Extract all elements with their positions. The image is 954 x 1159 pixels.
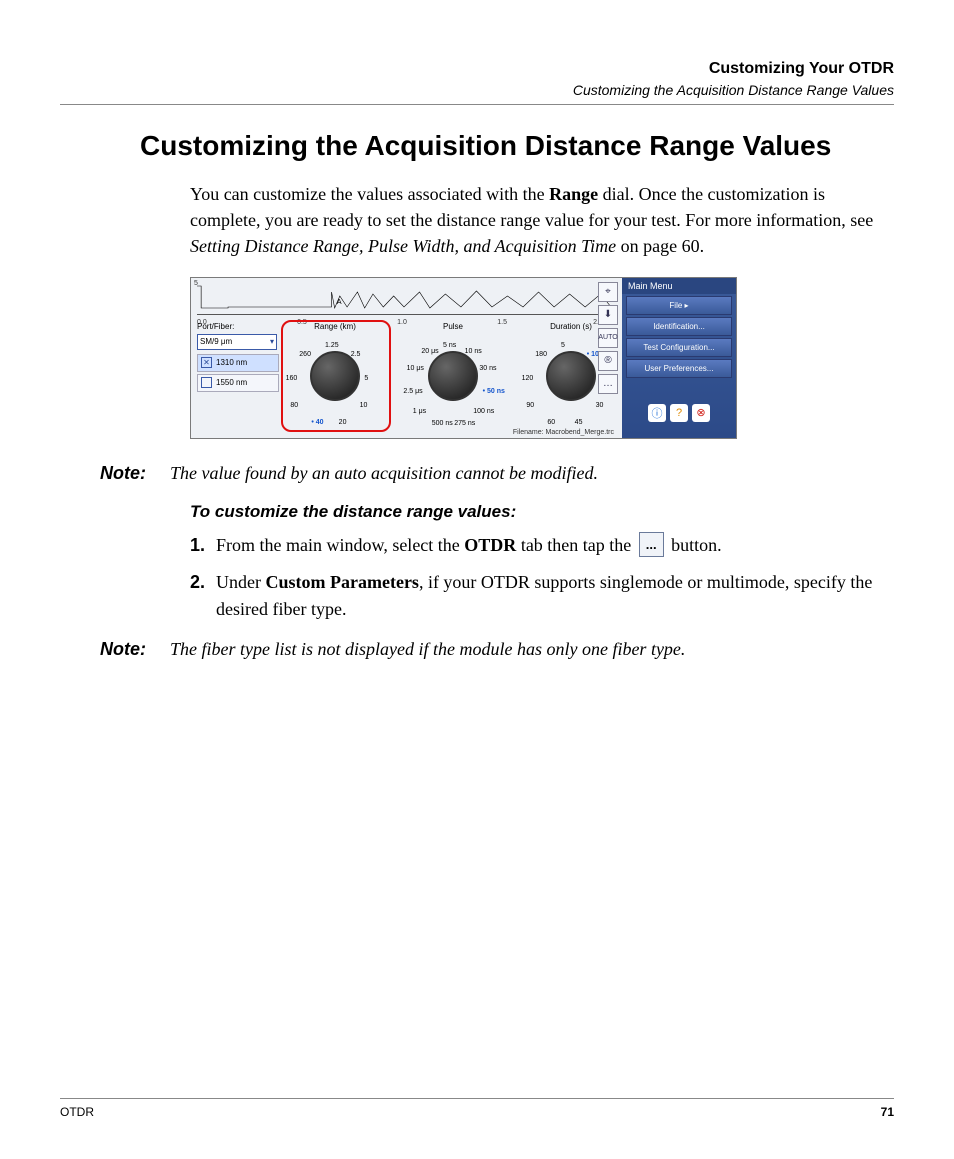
checkbox-icon[interactable]: ✕ xyxy=(201,357,212,368)
procedure-heading: To customize the distance range values: xyxy=(190,502,894,522)
range-dial-group: Range (km)1.252.551020• 4080160260 xyxy=(279,322,391,383)
page-heading: Customizing the Acquisition Distance Ran… xyxy=(140,129,894,163)
note-label: Note: xyxy=(100,463,170,484)
close-icon[interactable]: ⊗ xyxy=(692,404,710,422)
tool-button[interactable]: ® xyxy=(598,351,618,371)
side-icon-row: ⓘ ? ⊗ xyxy=(622,404,736,422)
note-text: The fiber type list is not displayed if … xyxy=(170,639,894,660)
dial-tick-label: 2.5 μs xyxy=(403,388,422,395)
dial-tick-label: 20 μs xyxy=(421,348,438,355)
svg-text:A: A xyxy=(337,298,342,306)
step-text: From the main window, select the OTDR ta… xyxy=(216,532,894,559)
dial-tick-label: 260 xyxy=(299,351,311,358)
dial-tick-label: 180 xyxy=(535,351,547,358)
dial-title: Pulse xyxy=(397,322,509,331)
menu-identification[interactable]: Identification... xyxy=(626,317,732,336)
step-text: Under Custom Parameters, if your OTDR su… xyxy=(216,569,894,623)
tool-button[interactable]: ⌖ xyxy=(598,282,618,302)
dial-tick-label: 80 xyxy=(290,402,298,409)
footer-left: OTDR xyxy=(60,1105,94,1119)
ellipsis-button-icon: ... xyxy=(639,532,664,558)
procedure-list: 1. From the main window, select the OTDR… xyxy=(190,532,894,623)
page-number: 71 xyxy=(881,1105,894,1119)
dial-tick-label: 45 xyxy=(575,419,583,426)
dial-tick-label: 1 μs xyxy=(413,408,426,415)
dial-tick-label: 10 μs xyxy=(407,365,424,372)
dial-tick-label: 90 xyxy=(526,402,534,409)
duration-dial[interactable] xyxy=(546,351,596,401)
intro-post: on page 60. xyxy=(616,236,704,256)
dial-tick-label: 30 xyxy=(596,402,604,409)
dial-tick-label: 60 xyxy=(547,419,555,426)
dial-tick-label: 275 ns xyxy=(454,420,475,427)
port-fiber-select[interactable]: SM/9 μm ▾ xyxy=(197,334,277,350)
chevron-down-icon: ▾ xyxy=(270,337,274,346)
dial-tick-label: 20 xyxy=(339,419,347,426)
dial-tick-label: 2.5 xyxy=(351,351,361,358)
step-number: 1. xyxy=(190,532,216,559)
note-text: The value found by an auto acquisition c… xyxy=(170,463,894,484)
note-1: Note: The value found by an auto acquisi… xyxy=(100,463,894,484)
step-number: 2. xyxy=(190,569,216,623)
intro-xref: Setting Distance Range, Pulse Width, and… xyxy=(190,236,616,256)
dial-tick-label: 5 xyxy=(561,342,565,349)
port-fiber-value: SM/9 μm xyxy=(200,337,232,346)
tool-column: ⌖ ⬇ AUTO ® … xyxy=(598,282,618,397)
port-fiber-label: Port/Fiber: xyxy=(197,322,234,331)
menu-file[interactable]: File ▸ xyxy=(626,296,732,315)
step-1: 1. From the main window, select the OTDR… xyxy=(190,532,894,559)
header-subtitle: Customizing the Acquisition Distance Ran… xyxy=(60,82,894,98)
menu-test-config[interactable]: Test Configuration... xyxy=(626,338,732,357)
wavelength-label: 1310 nm xyxy=(216,358,247,367)
dial-tick-label: 5 xyxy=(364,375,368,382)
dial-tick-label: 1.25 xyxy=(325,342,339,349)
wavelength-1550[interactable]: 1550 nm xyxy=(197,374,279,392)
filename-label: Filename: Macrobend_Merge.trc xyxy=(513,429,614,436)
screenshot: 5 0.0 0.5 1.0 1.5 2.0 km A Port/Fiber: S… xyxy=(190,277,737,439)
info-icon[interactable]: ⓘ xyxy=(648,404,666,422)
wavelength-1310[interactable]: ✕ 1310 nm xyxy=(197,354,279,372)
step-2: 2. Under Custom Parameters, if your OTDR… xyxy=(190,569,894,623)
step-pre: Under xyxy=(216,572,265,592)
trace-plot: A xyxy=(197,282,611,310)
dial-tick-label: • 40 xyxy=(311,419,323,426)
step-bold: OTDR xyxy=(464,535,516,555)
intro-range-bold: Range xyxy=(549,184,598,204)
pulse-dial-group: Pulse5 ns10 ns30 ns• 50 ns100 ns275 ns50… xyxy=(397,322,509,383)
header-rule xyxy=(60,104,894,105)
intro-paragraph: You can customize the values associated … xyxy=(190,181,884,259)
header-title: Customizing Your OTDR xyxy=(60,60,894,78)
step-bold: Custom Parameters xyxy=(265,572,418,592)
step-post: button. xyxy=(667,535,722,555)
dial-tick-label: 500 ns xyxy=(432,420,453,427)
dial-tick-label: 5 ns xyxy=(443,342,456,349)
menu-user-prefs[interactable]: User Preferences... xyxy=(626,359,732,378)
range-dial[interactable] xyxy=(310,351,360,401)
step-pre: From the main window, select the xyxy=(216,535,464,555)
help-icon[interactable]: ? xyxy=(670,404,688,422)
note-2: Note: The fiber type list is not display… xyxy=(100,639,894,660)
dial-tick-label: 160 xyxy=(286,375,298,382)
dial-tick-label: 10 xyxy=(360,402,368,409)
side-menu: Main Menu File ▸ Identification... Test … xyxy=(622,278,736,438)
note-label: Note: xyxy=(100,639,170,660)
tool-button[interactable]: ⬇ xyxy=(598,305,618,325)
dial-tick-label: 10 ns xyxy=(465,348,482,355)
dial-title: Range (km) xyxy=(279,322,391,331)
dial-tick-label: 120 xyxy=(522,375,534,382)
dial-tick-label: • 50 ns xyxy=(483,388,505,395)
checkbox-icon[interactable] xyxy=(201,377,212,388)
footer: OTDR 71 xyxy=(60,1098,894,1119)
side-menu-header: Main Menu xyxy=(622,278,736,294)
tool-button[interactable]: AUTO xyxy=(598,328,618,348)
dial-tick-label: 30 ns xyxy=(479,365,496,372)
wavelength-label: 1550 nm xyxy=(216,378,247,387)
dial-tick-label: 100 ns xyxy=(473,408,494,415)
intro-pre: You can customize the values associated … xyxy=(190,184,549,204)
pulse-dial[interactable] xyxy=(428,351,478,401)
more-button[interactable]: … xyxy=(598,374,618,394)
step-mid: tab then tap the xyxy=(516,535,635,555)
